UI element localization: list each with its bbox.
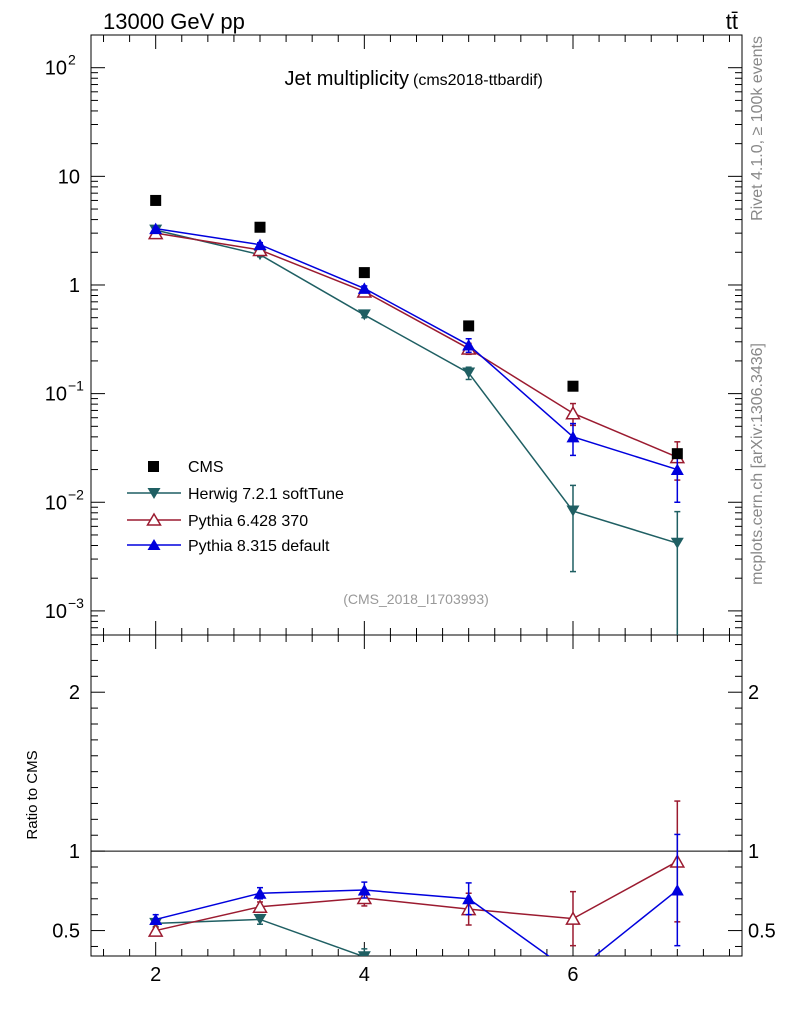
data-point-pythia8	[462, 339, 476, 351]
ratio-y-tick-label-left: 1	[69, 841, 80, 863]
legend-entry-pythia8: Pythia 8.315 default	[127, 538, 330, 555]
ratio-panel-frame	[90, 634, 743, 957]
x-tick-label: 2	[150, 964, 161, 986]
ratio-y-tick-label-right: 1	[748, 841, 759, 863]
ratio-point-pythia8	[357, 884, 371, 896]
legend-entry-cms: CMS	[148, 459, 224, 476]
data-point-cms	[150, 194, 162, 206]
data-point-pythia8	[253, 238, 267, 251]
ratio-y-tick-label-left: 2	[69, 682, 80, 704]
main-y-tick-label: 10	[45, 492, 67, 514]
analysis-watermark: (CMS_2018_I1703993)	[343, 591, 489, 607]
legend-label-pythia6: Pythia 6.428 370	[188, 513, 308, 530]
ratio-series	[147, 800, 686, 956]
data-point-herwig	[670, 537, 684, 549]
data-point-pythia8	[149, 222, 163, 235]
ratio-series-pythia8	[149, 833, 684, 956]
x-tick-label: 6	[567, 964, 578, 986]
legend-label-cms: CMS	[188, 459, 224, 476]
ratio-axes: 0.5 0.5 1 1 2 2 2 4 6	[52, 635, 776, 986]
series-line-pythia8	[155, 227, 678, 471]
series-pythia6	[147, 225, 686, 481]
main-series	[147, 194, 686, 635]
data-point-cms	[254, 221, 266, 233]
legend-marker-cms	[148, 461, 159, 472]
ratio-point-pythia6	[565, 911, 581, 925]
series-herwig	[149, 224, 684, 635]
data-point-herwig	[462, 367, 476, 379]
main-y-tick-exponent: −3	[68, 595, 84, 611]
series-cms	[150, 194, 683, 460]
ratio-line-pythia6	[155, 860, 678, 932]
data-point-cms	[463, 320, 475, 332]
ratio-point-pythia6	[252, 899, 268, 913]
ratio-point-herwig	[253, 913, 267, 925]
mcplots-label: mcplots.cern.ch [arXiv:1306.3436]	[749, 343, 766, 585]
main-y-tick-label: 10	[45, 58, 67, 80]
main-y-tick-label: 10	[45, 601, 67, 623]
chart-subtitle: (cms2018-ttbardif)	[413, 72, 543, 89]
data-point-cms	[671, 448, 683, 460]
legend-marker-pythia6	[146, 512, 162, 526]
legend-entry-herwig: Herwig 7.2.1 softTune	[127, 486, 344, 503]
ratio-line-pythia8	[155, 889, 678, 956]
series-line-pythia6	[155, 232, 678, 458]
ratio-y-tick-label-right: 0.5	[748, 921, 776, 943]
legend-marker-pythia8	[147, 539, 161, 550]
series-line-herwig	[155, 229, 678, 544]
series-pythia8	[149, 222, 684, 504]
rivet-version-label: Rivet 4.1.0, ≥ 100k events	[749, 36, 766, 221]
header-process-label: tt̄	[726, 9, 738, 34]
ratio-point-pythia6	[147, 923, 164, 937]
legend: CMS Herwig 7.2.1 softTune Pythia 6.428 3…	[127, 459, 344, 555]
legend-label-herwig: Herwig 7.2.1 softTune	[188, 486, 344, 503]
ratio-line-herwig	[155, 918, 365, 956]
main-y-tick-label: 10	[58, 166, 80, 188]
main-y-tick-exponent: 2	[68, 52, 76, 68]
ratio-point-herwig	[357, 951, 371, 956]
legend-label-pythia8: Pythia 8.315 default	[188, 538, 330, 555]
ratio-y-tick-label-right: 2	[748, 682, 759, 704]
legend-marker-herwig	[147, 488, 161, 499]
ratio-y-tick-label-left: 0.5	[52, 921, 80, 943]
data-point-herwig	[357, 309, 371, 321]
data-point-cms	[567, 380, 579, 392]
data-point-pythia8	[670, 463, 684, 476]
x-tick-label: 4	[359, 964, 370, 986]
ratio-point-pythia8	[253, 887, 267, 899]
main-y-tick-exponent: −2	[68, 486, 84, 502]
main-y-tick-label: 1	[69, 275, 80, 297]
ratio-point-pythia8	[149, 913, 163, 925]
main-y-tick-exponent: −1	[68, 378, 84, 394]
main-y-tick-label: 10	[45, 384, 67, 406]
data-point-cms	[358, 267, 370, 279]
legend-entry-pythia6: Pythia 6.428 370	[127, 512, 308, 530]
data-point-pythia8	[357, 282, 371, 294]
ratio-point-pythia8	[670, 884, 684, 896]
data-point-pythia8	[566, 430, 580, 443]
ratio-series-pythia6	[147, 800, 686, 947]
data-point-herwig	[566, 505, 580, 517]
data-point-pythia6	[565, 405, 581, 420]
ratio-point-pythia8	[462, 892, 476, 905]
header-collision-label: 13000 GeV pp	[103, 9, 245, 34]
chart-title: Jet multiplicity	[285, 68, 409, 90]
ratio-ylabel: Ratio to CMS	[24, 750, 41, 839]
